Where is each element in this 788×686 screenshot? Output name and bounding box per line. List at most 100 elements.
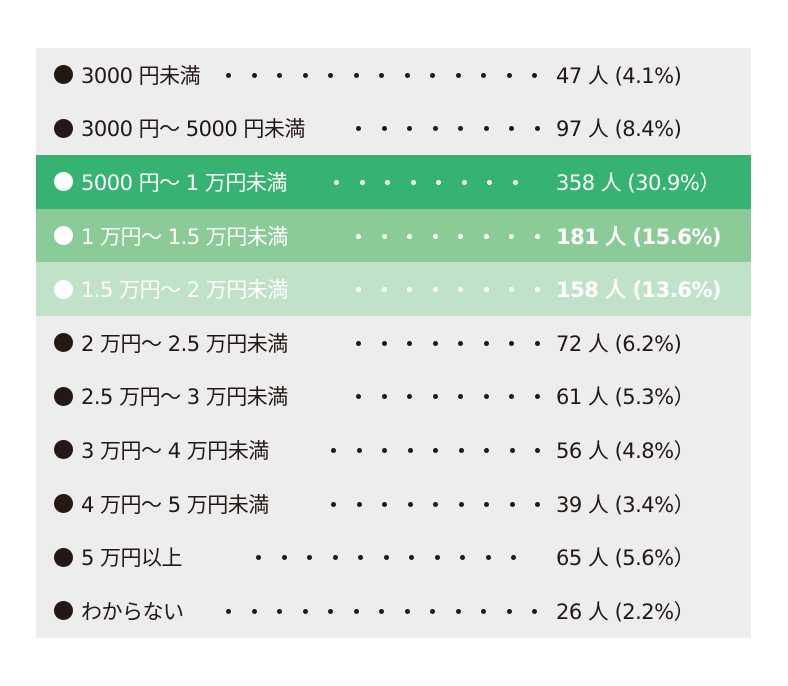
row-label: 5 万円以上 (81, 546, 183, 571)
leader-dot (509, 394, 514, 400)
leader-dot (404, 608, 410, 614)
bullet-icon (54, 65, 73, 85)
leader-dot (277, 608, 282, 614)
leader-dot (331, 447, 336, 453)
leader-dot (328, 608, 333, 614)
leader-dot (455, 72, 461, 78)
leader-dot (509, 126, 514, 132)
row-value: 26 人 (2.2%） (556, 599, 695, 624)
bullet-icon (54, 118, 73, 138)
leader-dot (483, 126, 489, 132)
leader-dot (251, 608, 257, 614)
leader-dot (432, 126, 438, 132)
leader-dot (356, 233, 361, 239)
leader-dot (328, 72, 333, 78)
bullet-icon (54, 440, 73, 460)
row-value: 39 人 (3.4%） (556, 492, 695, 517)
leader-dot (407, 287, 412, 293)
leader-dot (484, 447, 489, 453)
leader-dot (535, 447, 540, 453)
leader-dot (458, 501, 464, 507)
row-value: 97 人 (8.4%) (556, 117, 682, 142)
row-value: 158 人 (13.6%) (556, 278, 722, 303)
leader-dot (434, 555, 440, 561)
table-row: わからない 26 人 (2.2%） (36, 584, 751, 638)
leader-dot (381, 287, 387, 293)
leader-dot (484, 501, 489, 507)
leader-dot (409, 555, 414, 561)
leader-dot (483, 287, 489, 293)
leader-dot (534, 340, 540, 346)
table-row: 4 万円〜 5 万円未満 39 人 (3.4%） (36, 477, 751, 531)
bullet-icon (54, 279, 73, 299)
leader-dot (382, 501, 387, 507)
leader-dot (458, 394, 463, 400)
table-row: 1 万円〜 1.5 万円未満 181 人 (15.6%) (36, 208, 751, 263)
leader-dot (382, 447, 387, 453)
table-row: 3000 円未満 47 人 (4.1%) (36, 48, 751, 102)
bullet-icon (54, 494, 73, 514)
table-row: 2 万円〜 2.5 万円未満 72 人 (6.2%) (36, 316, 751, 370)
leader-dot (481, 608, 486, 614)
leader-dot (436, 179, 441, 185)
leader-dot (535, 501, 540, 507)
row-value: 65 人 (5.6%） (556, 546, 695, 571)
row-value: 358 人 (30.9%） (556, 170, 720, 195)
leader-dot (432, 287, 438, 293)
leader-dot (381, 394, 387, 400)
leader-dot (251, 72, 257, 78)
leader-dot (407, 501, 413, 507)
table-row: 5 万円以上 65 人 (5.6%） (36, 530, 751, 584)
leader-dot (383, 555, 389, 561)
leader-dot (509, 447, 515, 453)
row-value: 61 人 (5.3%） (556, 385, 695, 410)
row-label: 2.5 万円〜 3 万円未満 (81, 385, 288, 410)
leader-dot (302, 72, 308, 78)
leader-dot (407, 447, 413, 453)
table-row: 2.5 万円〜 3 万円未満 61 人 (5.3%） (36, 370, 751, 424)
leader-dot (356, 394, 361, 400)
leader-dot (432, 233, 438, 239)
table-row: 1.5 万円〜 2 万円未満 158 人 (13.6%) (36, 262, 751, 316)
leader-dot (532, 72, 537, 78)
leader-dot (334, 179, 339, 185)
leader-dot (407, 340, 412, 346)
leader-dot (534, 287, 540, 293)
leader-dot (458, 126, 463, 132)
leader-dot (458, 340, 463, 346)
table-row: 3000 円〜 5000 円未満 97 人 (8.4%) (36, 102, 751, 156)
row-label: 4 万円〜 5 万円未満 (81, 492, 269, 517)
leader-dot (353, 608, 359, 614)
leader-dot (485, 555, 491, 561)
row-label: 1.5 万円〜 2 万円未満 (81, 278, 288, 303)
bullet-icon (54, 333, 73, 353)
leader-dot (433, 447, 438, 453)
leader-dot (277, 72, 282, 78)
leader-dot (458, 287, 463, 293)
leader-dot (359, 179, 365, 185)
leader-dot (534, 394, 540, 400)
leader-dot (407, 126, 412, 132)
leader-dot (356, 447, 362, 453)
row-label: 2 万円〜 2.5 万円未満 (81, 331, 288, 356)
bullet-icon (54, 226, 73, 246)
row-value: 47 人 (4.1%) (556, 63, 682, 88)
leader-dot (509, 340, 514, 346)
row-value: 72 人 (6.2%) (556, 331, 682, 356)
leader-dot (483, 340, 489, 346)
leader-dot (458, 233, 463, 239)
leader-dot (534, 126, 540, 132)
leader-dot (481, 72, 486, 78)
row-label: わからない (81, 599, 184, 624)
leader-dot (461, 179, 467, 185)
leader-dot (256, 555, 261, 561)
leader-dot (356, 126, 361, 132)
leader-dot (407, 233, 412, 239)
leader-dot (331, 501, 336, 507)
bullet-icon (54, 386, 73, 406)
leader-dot (511, 555, 516, 561)
leader-dot (483, 233, 489, 239)
leader-dot (356, 340, 361, 346)
row-label: 3000 円未満 (81, 63, 201, 88)
leader-dot (430, 608, 435, 614)
